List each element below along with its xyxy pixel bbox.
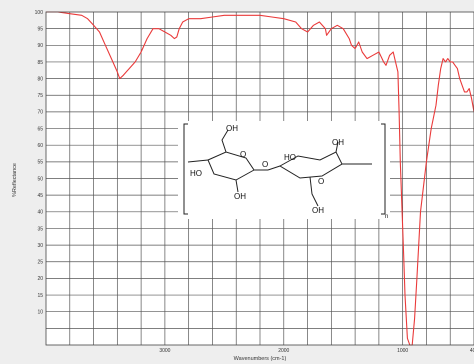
y-tick-label: 15 (37, 293, 43, 299)
right-ring-oh-up (335, 141, 339, 153)
x-tick-label: 1000 (397, 348, 408, 354)
inset-label-oh-bottom-left: OH (234, 192, 246, 201)
x-axis-title: Wavenumbers (cm-1) (234, 356, 287, 362)
left-ring-oh-down (235, 179, 239, 193)
y-tick-label: 20 (37, 276, 43, 282)
y-axis-title: %Reflectance (12, 163, 18, 197)
inset-label-n: n (385, 214, 388, 220)
x-tick-label: 3000 (159, 348, 170, 354)
inset-background (178, 121, 390, 219)
inset-label-oh-top-left: OH (226, 124, 238, 133)
y-tick-label: 25 (37, 260, 43, 266)
x-axis-ticks: 3000 2000 1000 400 (159, 348, 474, 354)
y-tick-label: 50 (37, 176, 43, 182)
inset-label-o-ring-right: O (318, 177, 324, 186)
y-tick-label: 95 (37, 26, 43, 32)
y-tick-label: 10 (37, 310, 43, 316)
inset-label-oh-bottom-right: OH (312, 206, 324, 215)
inset-label-ho-right: HO (284, 153, 296, 162)
y-tick-label: 90 (37, 43, 43, 49)
inset-label-ho-left: HO (190, 169, 202, 178)
y-tick-label: 80 (37, 76, 43, 82)
y-tick-label: 30 (37, 243, 43, 249)
x-tick-label: 400 (470, 348, 474, 354)
left-bracket (183, 123, 188, 215)
left-ring-ch2 (221, 129, 229, 153)
y-tick-label: 65 (37, 126, 43, 132)
right-ring (279, 151, 343, 179)
plot-frame (45, 11, 474, 346)
y-tick-label: 85 (37, 60, 43, 66)
y-tick-label: 75 (37, 93, 43, 99)
inset-label-o-ring-left: O (240, 150, 246, 159)
y-tick-label: 60 (37, 143, 43, 149)
inset-label-oh-top-right: OH (332, 138, 344, 147)
x-tick-label: 2000 (278, 348, 289, 354)
right-ring-link (267, 165, 281, 171)
y-tick-label: 45 (37, 193, 43, 199)
y-tick-label: 40 (37, 210, 43, 216)
y-tick-label: 70 (37, 110, 43, 116)
y-tick-label: 100 (35, 10, 44, 16)
y-tick-label: 55 (37, 160, 43, 166)
chemical-structure-inset: OH O O HO OH HO O OH OH n (178, 121, 390, 220)
y-axis-ticks: 10 15 20 25 30 35 40 45 50 55 60 65 70 75 80 85 90 95 100 (35, 10, 44, 316)
left-end-bond (187, 159, 209, 163)
inset-label-o-bridge: O (262, 160, 268, 169)
reflectance-series-line (46, 11, 474, 346)
right-bracket (381, 123, 386, 215)
right-ring-ch2 (309, 176, 319, 207)
y-tick-label: 35 (37, 226, 43, 232)
